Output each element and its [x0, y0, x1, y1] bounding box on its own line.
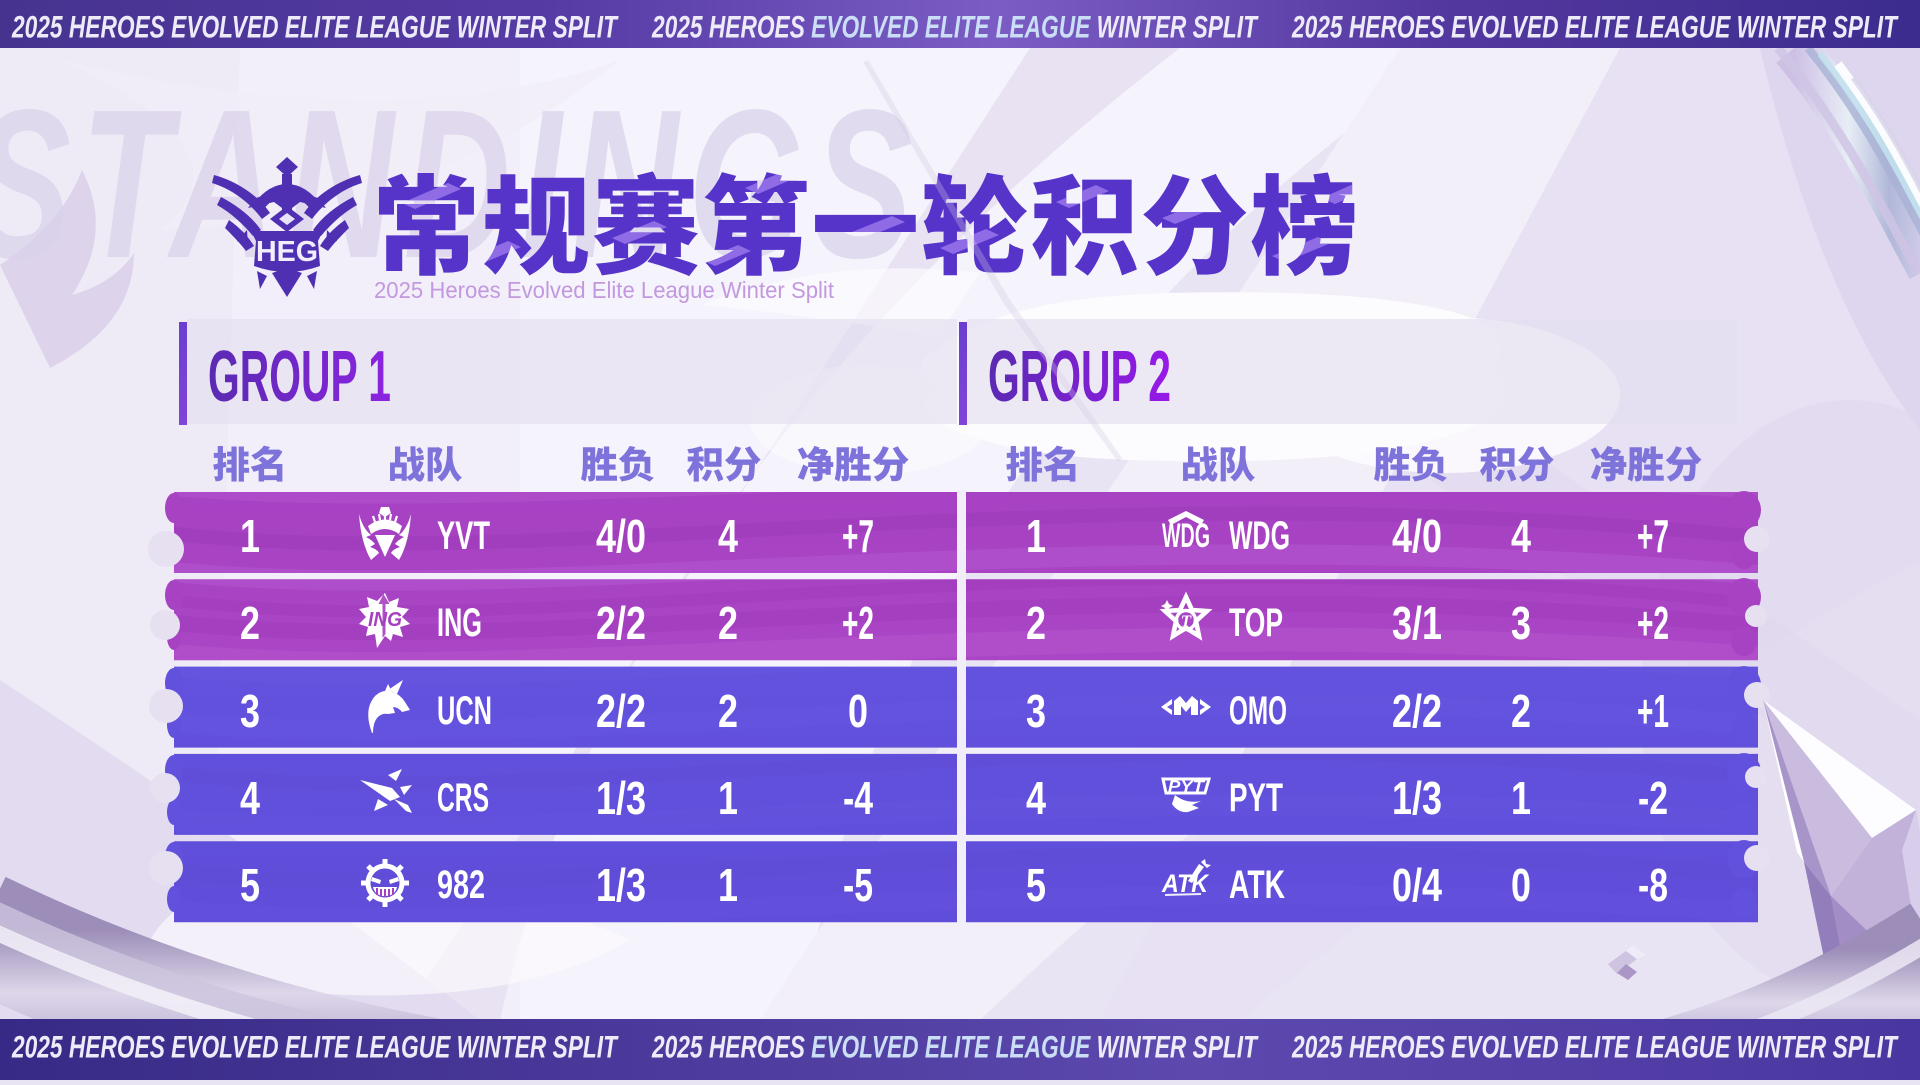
- svg-text:-8: -8: [1638, 859, 1668, 911]
- svg-text:4: 4: [240, 772, 260, 824]
- svg-text:5: 5: [1026, 859, 1046, 911]
- svg-text:4: 4: [1026, 772, 1046, 824]
- svg-text:4/0: 4/0: [1392, 510, 1442, 562]
- svg-text:4: 4: [1511, 510, 1531, 562]
- svg-text:GROUP 2: GROUP 2: [988, 337, 1171, 417]
- svg-text:2025 HEROES EVOLVED ELITE LEAG: 2025 HEROES EVOLVED ELITE LEAGUE WINTER …: [1291, 1029, 1899, 1065]
- svg-text:-5: -5: [843, 859, 873, 911]
- svg-text:0: 0: [848, 685, 868, 737]
- svg-text:HEG: HEG: [256, 236, 318, 268]
- svg-text:982: 982: [437, 863, 485, 907]
- svg-text:2: 2: [1511, 685, 1531, 737]
- svg-text:+7: +7: [842, 510, 874, 562]
- svg-text:-2: -2: [1638, 772, 1668, 824]
- svg-text:1/3: 1/3: [1392, 772, 1442, 824]
- svg-text:-4: -4: [843, 772, 873, 824]
- svg-text:4: 4: [718, 510, 738, 562]
- svg-text:3: 3: [1026, 685, 1046, 737]
- svg-text:TOP: TOP: [1229, 601, 1283, 645]
- svg-text:2025 HEROES EVOLVED ELITE LEAG: 2025 HEROES EVOLVED ELITE LEAGUE WINTER …: [651, 9, 1259, 45]
- svg-text:+2: +2: [1637, 597, 1669, 649]
- svg-text:2: 2: [240, 597, 260, 649]
- svg-text:1: 1: [718, 859, 738, 911]
- svg-text:3: 3: [240, 685, 260, 737]
- svg-text:2025 HEROES EVOLVED ELITE LEAG: 2025 HEROES EVOLVED ELITE LEAGUE WINTER …: [651, 1029, 1259, 1065]
- svg-text:2/2: 2/2: [596, 685, 646, 737]
- svg-text:CRS: CRS: [437, 776, 489, 820]
- svg-text:3/1: 3/1: [1392, 597, 1442, 649]
- svg-text:2/2: 2/2: [596, 597, 646, 649]
- svg-text:2025 HEROES EVOLVED ELITE LEAG: 2025 HEROES EVOLVED ELITE LEAGUE WINTER …: [1291, 9, 1899, 45]
- svg-text:2: 2: [1026, 597, 1046, 649]
- svg-text:1: 1: [240, 510, 260, 562]
- svg-text:1/3: 1/3: [596, 772, 646, 824]
- svg-text:+1: +1: [1637, 685, 1669, 737]
- svg-text:5: 5: [240, 859, 260, 911]
- svg-text:3: 3: [1511, 597, 1531, 649]
- svg-text:1: 1: [1511, 772, 1531, 824]
- svg-text:0/4: 0/4: [1392, 859, 1442, 911]
- svg-text:1: 1: [1026, 510, 1046, 562]
- svg-text:1/3: 1/3: [596, 859, 646, 911]
- svg-text:2: 2: [718, 685, 738, 737]
- svg-text:4/0: 4/0: [596, 510, 646, 562]
- svg-text:1: 1: [718, 772, 738, 824]
- svg-text:2025 HEROES EVOLVED ELITE LEAG: 2025 HEROES EVOLVED ELITE LEAGUE WINTER …: [11, 1029, 619, 1065]
- svg-text:2: 2: [718, 597, 738, 649]
- svg-text:ATK: ATK: [1229, 863, 1285, 907]
- svg-text:YVT: YVT: [437, 514, 490, 558]
- svg-text:2025 HEROES EVOLVED ELITE LEAG: 2025 HEROES EVOLVED ELITE LEAGUE WINTER …: [11, 9, 619, 45]
- svg-text:2/2: 2/2: [1392, 685, 1442, 737]
- svg-text:2025 Heroes Evolved Elite Lea: 2025 Heroes Evolved Elite League Winter …: [374, 277, 835, 303]
- svg-text:PYT: PYT: [1229, 776, 1283, 820]
- svg-text:WDG: WDG: [1229, 514, 1290, 558]
- svg-text:+2: +2: [842, 597, 874, 649]
- svg-text:ING: ING: [437, 601, 482, 645]
- svg-text:UCN: UCN: [437, 689, 492, 733]
- svg-text:+7: +7: [1637, 510, 1669, 562]
- svg-text:OMO: OMO: [1229, 689, 1287, 733]
- svg-text:GROUP 1: GROUP 1: [208, 337, 391, 417]
- svg-text:0: 0: [1511, 859, 1531, 911]
